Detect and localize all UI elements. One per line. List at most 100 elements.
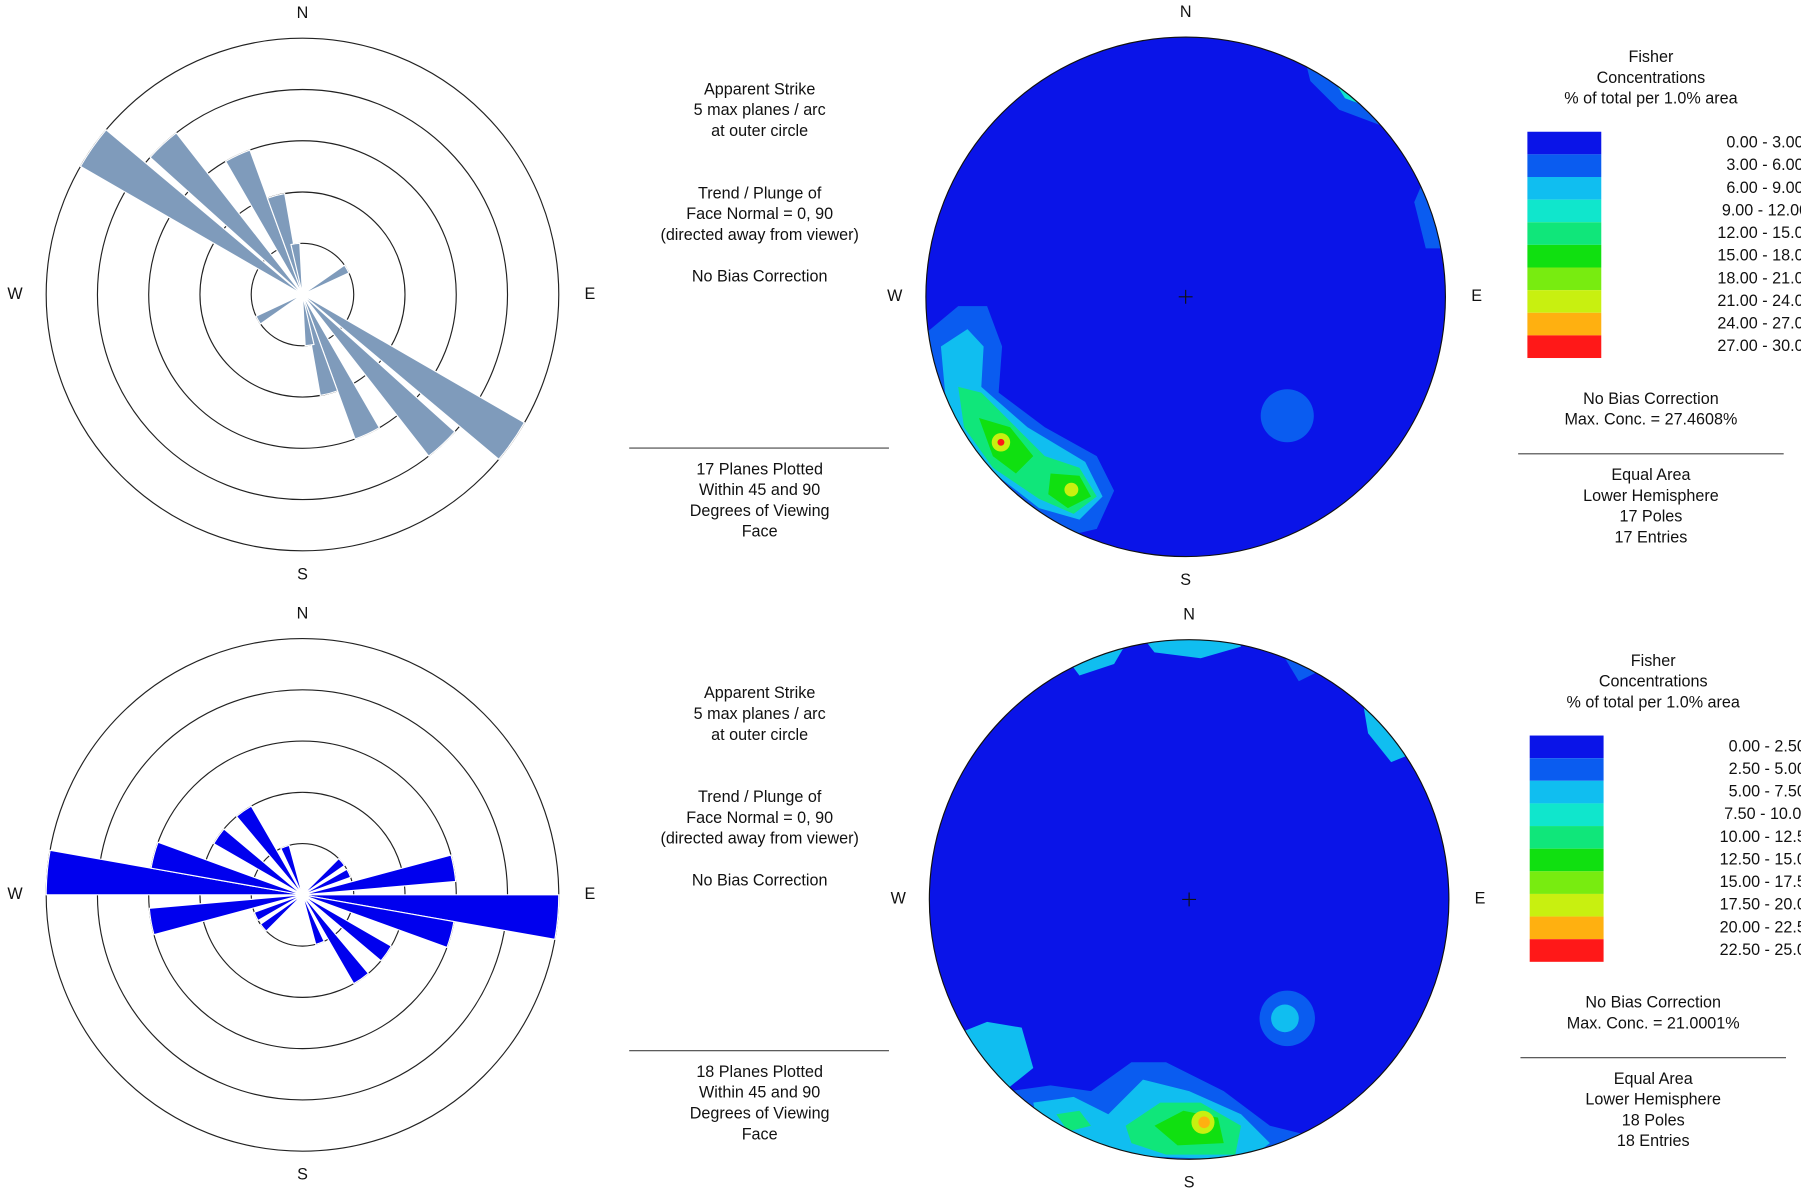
annotation: (directed away from viewer) [660, 830, 858, 848]
petal [302, 294, 456, 457]
annotation: Concentrations [1599, 673, 1708, 691]
legend-label: 20.00 - 22.50% [1720, 918, 1801, 936]
petal [259, 894, 303, 932]
legend-swatch [1527, 222, 1602, 245]
legend-label: 21.00 - 24.00% [1717, 292, 1801, 310]
annotation: at outer circle [711, 726, 808, 744]
legend-label: 10.00 - 12.50% [1720, 828, 1801, 846]
petal [290, 242, 304, 295]
legend-swatch [1527, 199, 1602, 223]
contour [1064, 482, 1079, 497]
legend-swatch [1529, 871, 1604, 894]
legend-swatch [1529, 916, 1604, 940]
petal [301, 294, 315, 347]
petal [302, 264, 350, 296]
legend-label: 3.00 - 6.00% [1726, 156, 1801, 174]
legend-swatch [1527, 267, 1602, 291]
petal [301, 294, 381, 440]
petal [302, 868, 352, 896]
legend-label: 12.50 - 15.00% [1720, 850, 1801, 868]
net-outline [928, 639, 1450, 1160]
annotation: Fisher [1631, 652, 1677, 670]
legend-label: 22.50 - 25.00% [1720, 941, 1801, 959]
petal [301, 894, 325, 946]
compass-label: E [1471, 287, 1482, 305]
contour [1198, 1116, 1210, 1129]
annotation: Apparent Strike [704, 80, 815, 98]
annotation: % of total per 1.0% area [1567, 693, 1740, 711]
petal [302, 854, 457, 896]
legend-label: 2.50 - 5.00% [1729, 760, 1801, 778]
legend-swatch [1529, 735, 1604, 759]
stereonet [925, 37, 1446, 557]
annotation: Within 45 and 90 [699, 1084, 820, 1102]
annotation: Equal Area [1614, 1070, 1693, 1088]
legend-swatch [1529, 780, 1604, 804]
compass-label: E [585, 885, 596, 903]
petal [302, 857, 346, 896]
petal [224, 149, 304, 295]
annotation: Apparent Strike [704, 684, 815, 702]
annotation: Trend / Plunge of [698, 184, 822, 202]
annotation: Degrees of Viewing [690, 502, 830, 520]
annotation: at outer circle [711, 122, 808, 140]
annotation: Lower Hemisphere [1585, 1091, 1721, 1109]
legend-label: 6.00 - 9.00% [1726, 179, 1801, 197]
annotation: (directed away from viewer) [660, 226, 858, 244]
legend-swatch [1529, 803, 1604, 827]
annotation: No Bias Correction [692, 871, 828, 889]
annotation: 5 max planes / arc [694, 101, 826, 119]
annotation: No Bias Correction [692, 267, 828, 285]
legend-swatch [1527, 154, 1602, 177]
ring [45, 37, 560, 552]
petal [255, 294, 303, 325]
contour [997, 438, 1005, 446]
legend-label: 5.00 - 7.50% [1729, 783, 1801, 801]
compass-label: N [297, 4, 309, 22]
contour [1056, 1110, 1091, 1132]
petal [253, 894, 303, 922]
net-outline [925, 36, 1446, 558]
annotation: 18 Entries [1617, 1132, 1690, 1150]
legend-swatch [1529, 893, 1604, 917]
compass-label: S [297, 565, 308, 583]
annotation: Concentrations [1597, 69, 1706, 87]
petal [149, 132, 303, 295]
compass-label: S [297, 1166, 308, 1184]
petal [79, 128, 303, 296]
legend-swatch [1529, 848, 1604, 872]
annotation: Face [742, 1125, 778, 1143]
petal [302, 294, 526, 461]
annotation: Face Normal = 0, 90 [686, 205, 833, 223]
legend-label: 18.00 - 21.00% [1717, 269, 1801, 287]
compass-label: W [891, 890, 907, 908]
legend-label: 15.00 - 18.00% [1717, 247, 1801, 265]
legend-swatch [1529, 826, 1604, 849]
legend-label: 7.50 - 10.00% [1724, 805, 1801, 823]
annotation: 5 max planes / arc [694, 705, 826, 723]
annotation: Max. Conc. = 21.0001% [1567, 1014, 1740, 1032]
annotation: Lower Hemisphere [1583, 487, 1719, 505]
petal [301, 894, 370, 985]
annotation: No Bias Correction [1583, 390, 1719, 408]
contour [1271, 1004, 1299, 1033]
annotation: % of total per 1.0% area [1564, 90, 1737, 108]
petal [266, 192, 304, 295]
petal [301, 294, 339, 397]
compass-label: N [1183, 606, 1195, 624]
legend-swatch [1529, 758, 1604, 781]
legend-swatch [1527, 290, 1602, 313]
legend-swatch [1527, 176, 1602, 200]
annotation: Trend / Plunge of [698, 788, 822, 806]
legend-label: 0.00 - 3.00% [1726, 134, 1801, 152]
petal [212, 828, 303, 896]
petal [148, 894, 303, 936]
compass-label: E [1475, 890, 1486, 908]
compass-label: E [585, 285, 596, 303]
legend-label: 27.00 - 30.00% [1717, 337, 1801, 355]
petal [280, 844, 304, 896]
legend-label: 0.00 - 2.50% [1729, 737, 1801, 755]
compass-label: N [297, 605, 309, 623]
compass-label: W [887, 287, 903, 305]
